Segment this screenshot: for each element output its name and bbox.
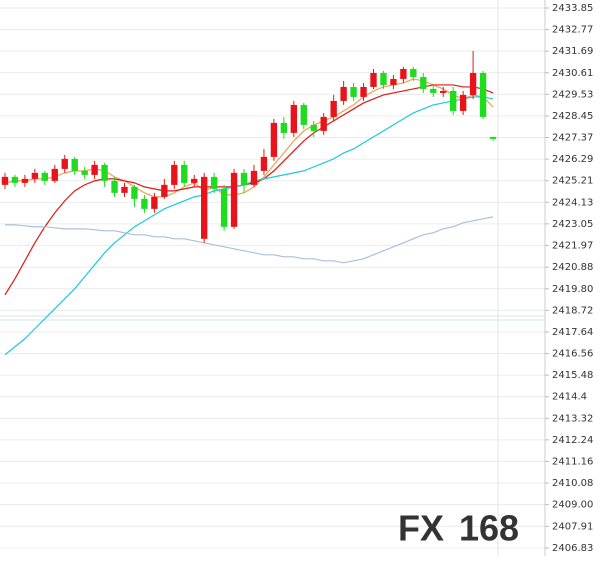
- candle-body: [71, 158, 78, 171]
- y-tick-label: 2409.00: [552, 500, 593, 511]
- y-tick-label: 2417.64: [552, 327, 593, 338]
- candle-body: [449, 90, 457, 111]
- y-tick-label: 2432.77: [552, 25, 593, 36]
- candle-body: [101, 164, 108, 181]
- candle-body: [430, 88, 437, 93]
- y-tick-label: 2419.80: [552, 284, 593, 295]
- candle-body: [21, 178, 29, 183]
- candle-body: [280, 122, 288, 133]
- y-tick-label: 2413.32: [552, 413, 593, 424]
- y-tick-label: 2411.16: [552, 456, 593, 467]
- candle-body: [489, 136, 497, 139]
- candle-body: [41, 172, 49, 181]
- moving-average-line: [4, 84, 494, 296]
- candle-body: [380, 72, 387, 85]
- y-tick-label: 2424.13: [552, 197, 593, 208]
- candle-body: [440, 90, 447, 93]
- y-tick-label: 2421.97: [552, 240, 593, 251]
- candle-body: [191, 178, 198, 183]
- candle-body: [31, 172, 39, 179]
- candle-body: [360, 86, 367, 97]
- candle-body: [370, 72, 377, 87]
- y-tick-label: 2425.21: [552, 176, 593, 187]
- candle-body: [310, 124, 317, 131]
- candle-body: [420, 76, 427, 89]
- y-tick-label: 2433.85: [552, 3, 593, 14]
- y-tick-label: 2423.05: [552, 219, 593, 230]
- candle-body: [400, 68, 407, 79]
- watermark-number: 168: [459, 508, 519, 549]
- y-tick-label: 2426.29: [552, 154, 593, 165]
- candle-body: [350, 86, 357, 97]
- grid: [0, 7, 545, 549]
- moving-averages: [4, 78, 494, 356]
- candle-body: [340, 86, 347, 101]
- candle-body: [61, 158, 68, 169]
- candle-body: [410, 68, 417, 77]
- y-tick-label: 2416.56: [552, 349, 593, 360]
- candle-body: [260, 156, 268, 171]
- candle-body: [240, 172, 248, 185]
- candle-body: [161, 184, 168, 197]
- moving-average-line: [4, 96, 494, 356]
- candle-body: [121, 186, 128, 193]
- candle-body: [111, 180, 118, 193]
- candle-body: [151, 196, 158, 209]
- candle-body: [51, 168, 58, 181]
- y-tick-label: 2431.69: [552, 46, 593, 57]
- candle-body: [270, 122, 278, 157]
- candle-body: [320, 116, 327, 131]
- candle-body: [250, 170, 258, 185]
- y-tick-label: 2407.91: [552, 521, 593, 532]
- y-tick-label: 2415.48: [552, 370, 593, 381]
- y-tick-label: 2414.4: [552, 392, 587, 403]
- y-axis: 2433.85 2432.77 2431.69 2430.61 2429.53 2428.…: [545, 3, 593, 554]
- candles: [1, 50, 497, 243]
- watermark-brand: FX: [398, 508, 444, 549]
- candle-body: [171, 164, 178, 185]
- y-tick-label: 2429.53: [552, 89, 593, 100]
- candle-body: [11, 176, 19, 183]
- candle-body: [1, 176, 9, 185]
- y-tick-label: 2428.45: [552, 111, 593, 122]
- candle-body: [479, 72, 487, 117]
- candle-body: [81, 170, 88, 175]
- y-tick-label: 2406.83: [552, 543, 593, 554]
- candle-body: [300, 104, 307, 125]
- candle-body: [131, 186, 138, 199]
- candle-body: [200, 176, 208, 239]
- candle-body: [230, 172, 238, 227]
- y-tick-label: 2430.61: [552, 68, 593, 79]
- y-tick-label: 2410.08: [552, 478, 593, 489]
- candle-body: [290, 104, 298, 133]
- y-tick-label: 2420.88: [552, 262, 593, 273]
- y-tick-label: 2412.24: [552, 435, 593, 446]
- moving-average-line: [4, 216, 494, 264]
- moving-average-line: [4, 78, 494, 198]
- y-tick-label: 2427.37: [552, 133, 593, 144]
- candle-body: [330, 100, 337, 117]
- candle-body: [91, 164, 98, 175]
- candle-body: [141, 198, 148, 209]
- candle-body: [390, 78, 397, 85]
- candle-body: [459, 94, 467, 111]
- y-tick-label: 2418.72: [552, 305, 593, 316]
- candle-body: [220, 188, 228, 227]
- candle-body: [181, 164, 188, 183]
- candle-body: [210, 176, 218, 189]
- candle-body: [469, 72, 477, 95]
